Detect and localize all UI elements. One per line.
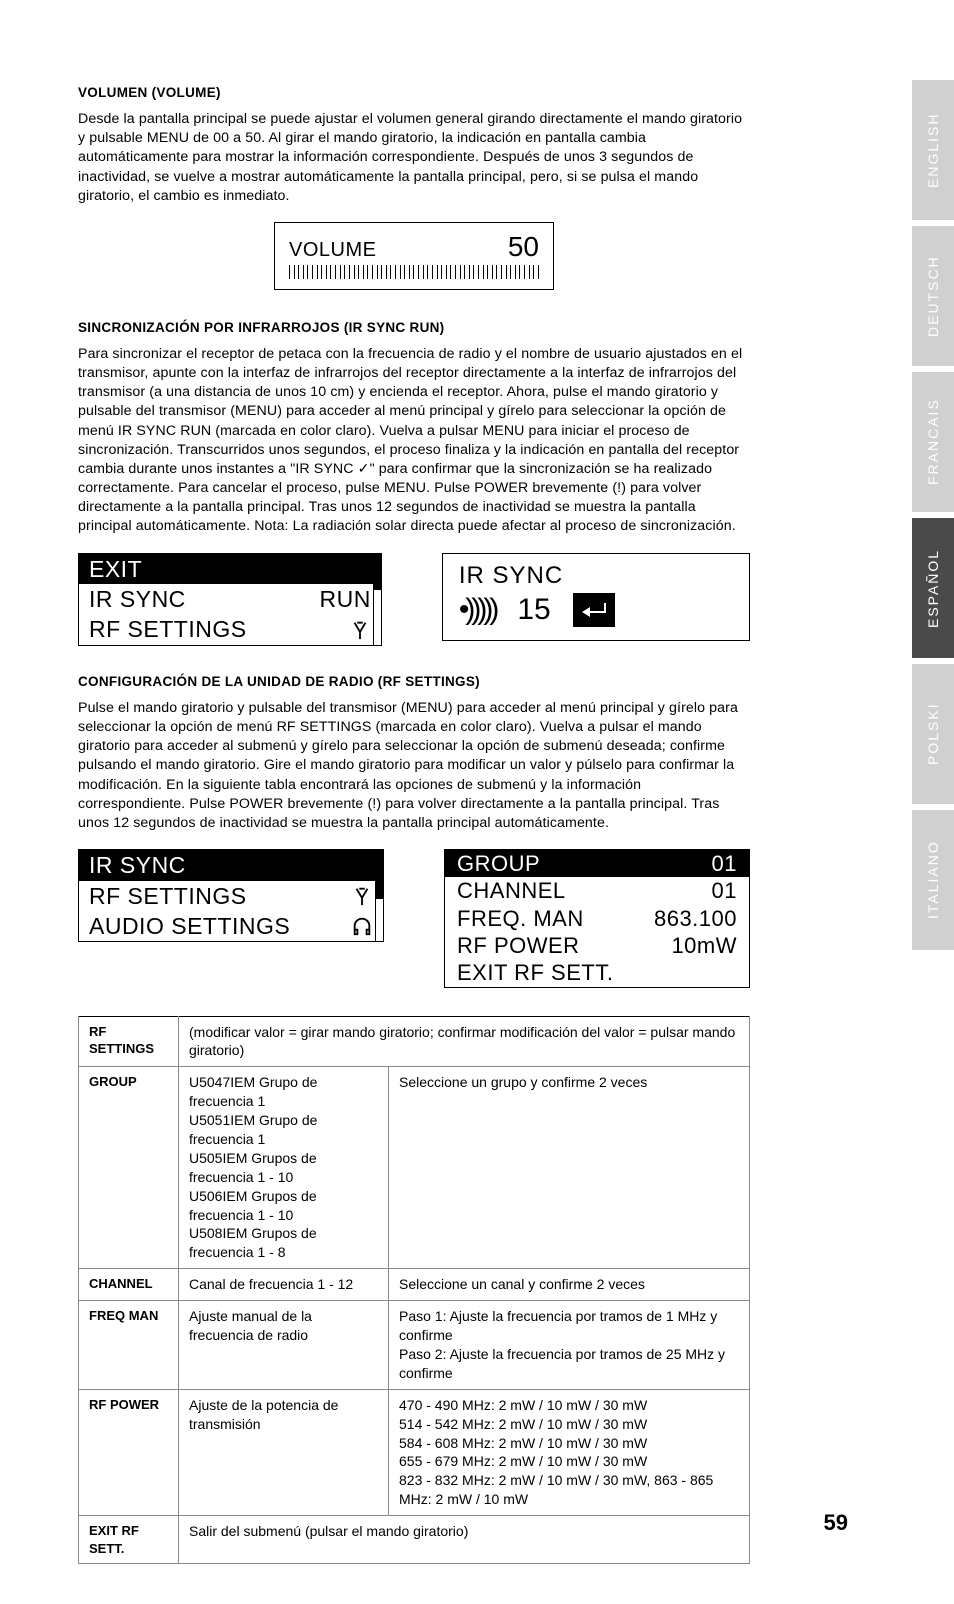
table-cell-label: GROUP [79,1067,179,1269]
table-cell-desc: Ajuste de la potencia de transmisión [179,1389,389,1515]
lcd-menu-irsync: EXIT IR SYNC RUN RF SETTINGS [78,553,382,646]
menu-item-irsync: IR SYNC [89,586,186,612]
section-heading-irsync: SINCRONIZACIÓN POR INFRARROJOS (IR SYNC … [78,320,750,335]
table-cell-desc: Salir del submenú (pulsar el mando girat… [179,1516,750,1564]
table-row: EXIT RF SETT.Salir del submenú (pulsar e… [79,1516,750,1564]
headphone-icon [351,915,373,937]
settings-row-value: 10mW [671,933,737,958]
table-cell-label: RF POWER [79,1389,179,1515]
table-row: CHANNELCanal de frecuencia 1 - 12Selecci… [79,1269,750,1301]
enter-icon [573,593,615,627]
lcd-volume-label: VOLUME [289,239,376,262]
lcd-volume-scale [289,265,539,279]
table-cell-label: FREQ MAN [79,1301,179,1390]
lcd-rf-settings-panel: GROUP01CHANNEL01FREQ. MAN863.100RF POWER… [444,849,750,987]
menu-item-exit: EXIT [89,556,142,582]
table-cell-action: Paso 1: Ajuste la frecuencia por tramos … [389,1301,750,1390]
table-cell-desc: Ajuste manual de la frecuencia de radio [179,1301,389,1390]
table-cell-desc: Canal de frecuencia 1 - 12 [179,1269,389,1301]
lcd-scrollbar [375,850,383,941]
menu-item-irsync: IR SYNC [89,852,186,878]
settings-row: GROUP 01 [445,850,749,877]
table-cell-desc: U5047IEM Grupo de frecuencia 1 U5051IEM … [179,1067,389,1269]
broadcast-icon: •))))) [459,593,495,628]
settings-row-value: 01 [712,851,737,876]
table-cell-action: Seleccione un grupo y confirme 2 veces [389,1067,750,1269]
table-cell-label: CHANNEL [79,1269,179,1301]
menu-item-rfsettings: RF SETTINGS [89,883,247,909]
settings-row: CHANNEL 01 [445,877,749,904]
section-heading-volume: VOLUMEN (VOLUME) [78,85,750,100]
lcd-volume-value: 50 [508,231,539,263]
settings-row-label: EXIT RF SETT. [457,960,613,985]
table-row: FREQ MANAjuste manual de la frecuencia d… [79,1301,750,1390]
settings-row-label: CHANNEL [457,878,566,903]
menu-item-audiosettings: AUDIO SETTINGS [89,913,290,939]
section-text-irsync: Para sincronizar el receptor de petaca c… [78,345,750,537]
language-tab-english[interactable]: ENGLISH [912,80,954,220]
settings-row: EXIT RF SETT. [445,959,749,986]
table-header-title: RF SETTINGS [79,1016,179,1067]
table-row: GROUPU5047IEM Grupo de frecuencia 1 U505… [79,1067,750,1269]
antenna-icon [349,619,371,641]
language-tab-francais[interactable]: FRANCAIS [912,372,954,512]
settings-row-label: FREQ. MAN [457,906,584,931]
section-text-volume: Desde la pantalla principal se puede aju… [78,110,750,206]
lcd-irsync-title: IR SYNC [459,562,733,590]
table-header-note: (modificar valor = girar mando giratorio… [179,1016,750,1067]
lcd-irsync-progress: IR SYNC •))))) 15 [442,553,750,641]
lcd-scrollbar [373,554,381,645]
menu-item-run-label: RUN [320,586,371,612]
language-tab-italiano[interactable]: ITALIANO [912,810,954,950]
menu-item-rfsettings: RF SETTINGS [89,616,247,642]
settings-row-label: RF POWER [457,933,580,958]
page-number: 59 [824,1510,848,1536]
settings-row: FREQ. MAN 863.100 [445,905,749,932]
rf-settings-table: RF SETTINGS (modificar valor = girar man… [78,1016,750,1565]
lcd-volume: VOLUME 50 [274,222,554,290]
table-cell-label: EXIT RF SETT. [79,1516,179,1564]
section-heading-rfsettings: CONFIGURACIÓN DE LA UNIDAD DE RADIO (RF … [78,674,750,689]
language-tab-polski[interactable]: POLSKI [912,664,954,804]
table-cell-action: Seleccione un canal y confirme 2 veces [389,1269,750,1301]
section-text-rfsettings: Pulse el mando giratorio y pulsable del … [78,699,750,833]
settings-row-value: 863.100 [654,906,737,931]
language-tab-deutsch[interactable]: DEUTSCH [912,226,954,366]
settings-row-label: GROUP [457,851,540,876]
lcd-irsync-countdown: 15 [517,593,550,628]
table-cell-action: 470 - 490 MHz: 2 mW / 10 mW / 30 mW 514 … [389,1389,750,1515]
language-tabs: ENGLISH DEUTSCH FRANCAIS ESPAÑOL POLSKI ITALI… [912,80,954,956]
settings-row-value: 01 [712,878,737,903]
language-tab-español[interactable]: ESPAÑOL [912,518,954,658]
antenna-icon [351,885,373,907]
table-row: RF POWERAjuste de la potencia de transmi… [79,1389,750,1515]
settings-row: RF POWER 10mW [445,932,749,959]
lcd-menu-rfsettings: IR SYNC RF SETTINGS AUDIO SETTINGS [78,849,384,942]
